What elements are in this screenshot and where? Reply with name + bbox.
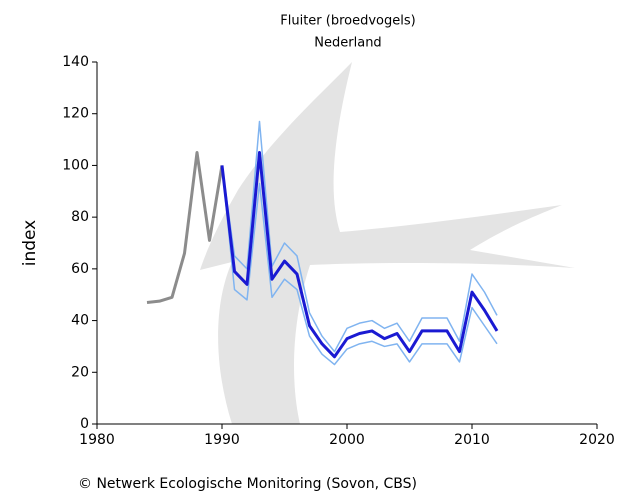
y-tick-label: 80 <box>71 209 89 225</box>
chart-subtitle: Nederland <box>314 36 381 51</box>
footer: © Netwerk Ecologische Monitoring (Sovon,… <box>78 476 417 492</box>
y-tick-label: 100 <box>62 157 89 173</box>
bird-silhouette <box>200 62 575 424</box>
series-line <box>221 165 498 366</box>
series-line <box>221 120 498 353</box>
y-tick-label: 0 <box>80 416 89 432</box>
y-tick-label: 60 <box>71 261 89 277</box>
y-tick-label: 20 <box>71 364 89 380</box>
y-tick-label: 40 <box>71 313 89 329</box>
x-tick-label: 1980 <box>79 432 115 448</box>
series-line <box>146 151 224 304</box>
series-line <box>220 151 499 359</box>
x-tick-label: 2020 <box>579 432 615 448</box>
x-tick-label: 1990 <box>204 432 240 448</box>
x-tick-label: 2000 <box>329 432 365 448</box>
y-tick-label: 120 <box>62 106 89 122</box>
y-axis-label: index <box>20 220 40 267</box>
chart-title: Fluiter (broedvogels) <box>280 14 415 29</box>
y-tick-label: 140 <box>62 54 89 70</box>
x-tick-label: 2010 <box>454 432 490 448</box>
